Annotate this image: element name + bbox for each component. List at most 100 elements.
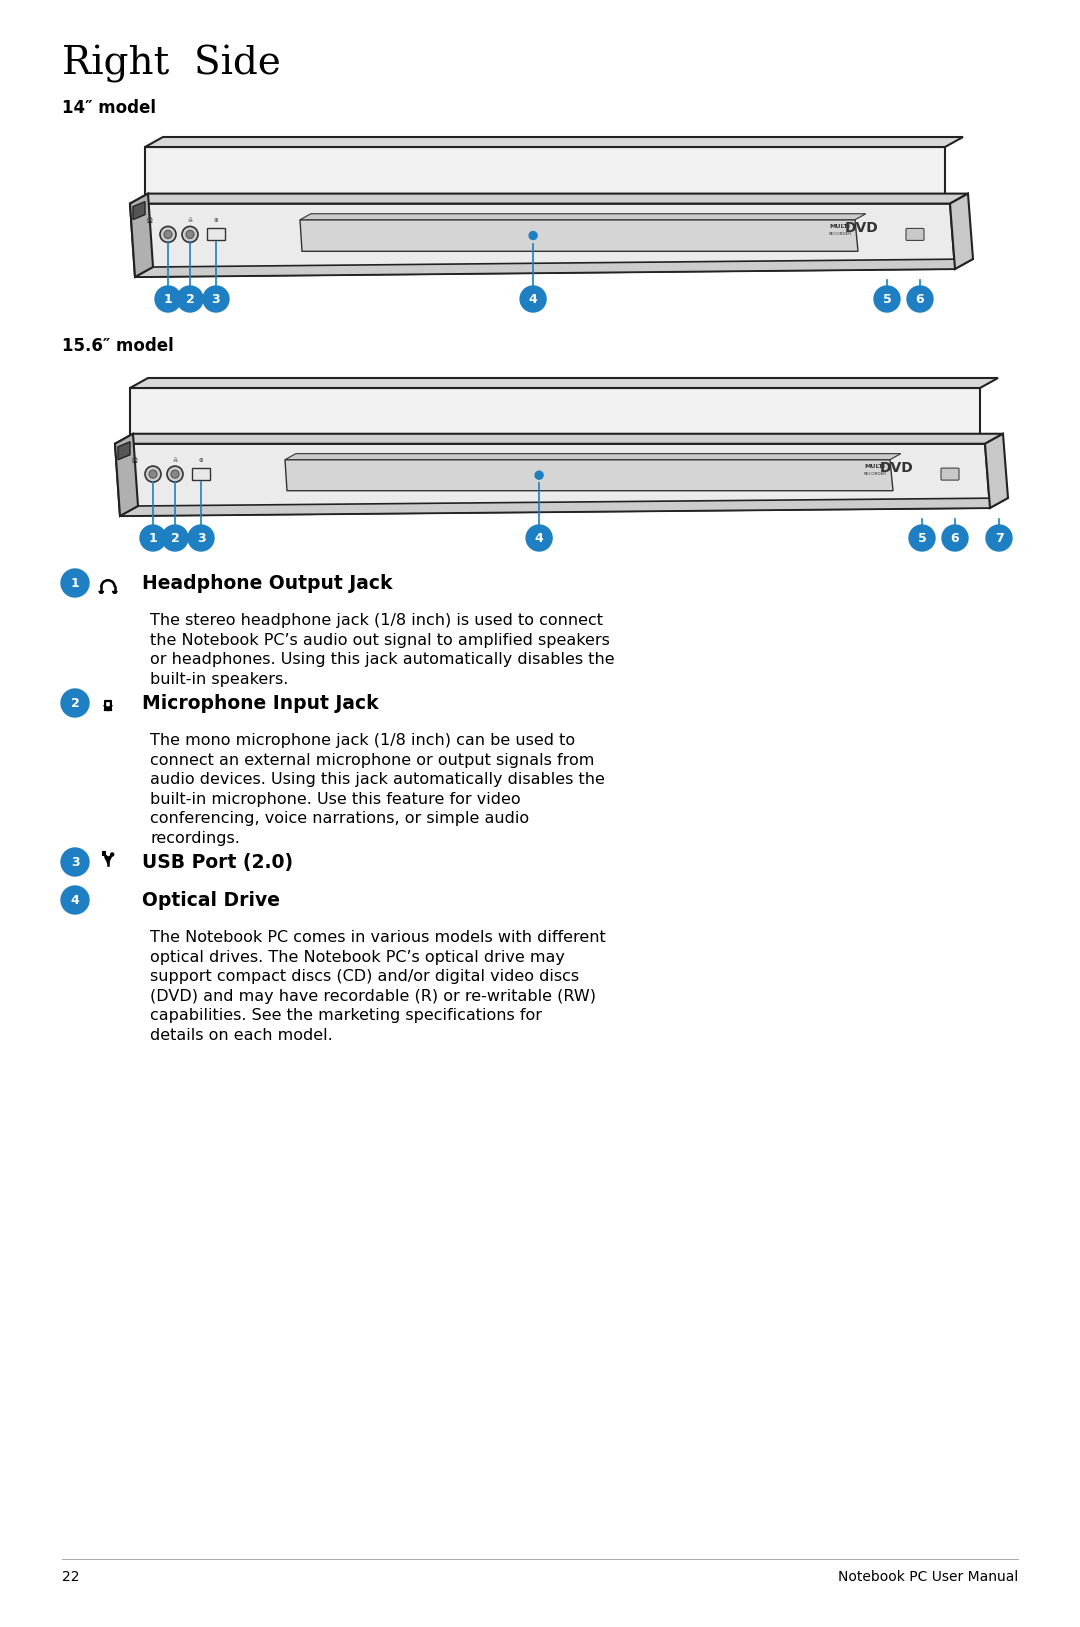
Text: 15.6″ model: 15.6″ model — [62, 337, 174, 355]
Text: details on each model.: details on each model. — [150, 1028, 333, 1043]
Text: 3: 3 — [212, 293, 220, 306]
Circle shape — [874, 286, 900, 312]
Text: 4: 4 — [70, 893, 79, 906]
FancyBboxPatch shape — [941, 469, 959, 480]
Bar — [207, 228, 225, 241]
Text: 1: 1 — [164, 293, 173, 306]
Text: Ω: Ω — [147, 216, 153, 225]
Text: built-in microphone. Use this feature for video: built-in microphone. Use this feature fo… — [150, 791, 521, 807]
Text: 7: 7 — [995, 532, 1003, 545]
Polygon shape — [130, 194, 153, 277]
Polygon shape — [145, 137, 963, 146]
Polygon shape — [130, 203, 955, 277]
Polygon shape — [118, 443, 130, 460]
FancyBboxPatch shape — [906, 228, 924, 241]
Polygon shape — [120, 498, 1008, 516]
Text: Optical Drive: Optical Drive — [141, 890, 280, 909]
Polygon shape — [114, 434, 138, 516]
Text: 5: 5 — [882, 293, 891, 306]
Polygon shape — [300, 220, 858, 251]
Text: the Notebook PC’s audio out signal to amplified speakers: the Notebook PC’s audio out signal to am… — [150, 633, 610, 648]
Polygon shape — [985, 434, 1008, 508]
Polygon shape — [130, 377, 998, 387]
Circle shape — [160, 226, 176, 242]
Circle shape — [60, 688, 89, 718]
Text: Headphone Output Jack: Headphone Output Jack — [141, 573, 392, 592]
Text: 2: 2 — [171, 532, 179, 545]
Circle shape — [177, 286, 203, 312]
Text: 6: 6 — [950, 532, 959, 545]
Text: MULTI: MULTI — [829, 225, 851, 229]
Circle shape — [167, 465, 183, 482]
Text: ⊕: ⊕ — [214, 218, 218, 223]
Polygon shape — [285, 460, 893, 491]
Text: ☠: ☠ — [188, 218, 192, 223]
Text: capabilities. See the marketing specifications for: capabilities. See the marketing specific… — [150, 1009, 542, 1023]
Text: 1: 1 — [149, 532, 158, 545]
Text: 6: 6 — [916, 293, 924, 306]
Circle shape — [140, 526, 166, 552]
Text: or headphones. Using this jack automatically disables the: or headphones. Using this jack automatic… — [150, 652, 615, 667]
Circle shape — [183, 226, 198, 242]
Text: Microphone Input Jack: Microphone Input Jack — [141, 693, 379, 713]
Text: recordings.: recordings. — [150, 830, 240, 846]
Text: USB Port (2.0): USB Port (2.0) — [141, 853, 293, 872]
Circle shape — [907, 286, 933, 312]
Text: DVD: DVD — [880, 460, 914, 475]
Polygon shape — [145, 146, 945, 202]
Circle shape — [188, 526, 214, 552]
Text: 4: 4 — [535, 532, 543, 545]
Circle shape — [164, 231, 172, 239]
Text: The mono microphone jack (1/8 inch) can be used to: The mono microphone jack (1/8 inch) can … — [150, 734, 576, 748]
Circle shape — [186, 231, 194, 239]
Text: built-in speakers.: built-in speakers. — [150, 672, 288, 687]
Circle shape — [986, 526, 1012, 552]
Polygon shape — [130, 387, 980, 443]
Text: 3: 3 — [197, 532, 205, 545]
Text: 5: 5 — [918, 532, 927, 545]
Text: 2: 2 — [186, 293, 194, 306]
Text: Ω: Ω — [132, 456, 138, 465]
Text: 14″ model: 14″ model — [62, 99, 156, 117]
Text: The stereo headphone jack (1/8 inch) is used to connect: The stereo headphone jack (1/8 inch) is … — [150, 613, 603, 628]
Text: 1: 1 — [70, 576, 79, 589]
Text: The Notebook PC comes in various models with different: The Notebook PC comes in various models … — [150, 931, 606, 945]
Circle shape — [60, 569, 89, 597]
Polygon shape — [114, 444, 990, 516]
Text: (DVD) and may have recordable (R) or re-writable (RW): (DVD) and may have recordable (R) or re-… — [150, 989, 596, 1004]
Text: audio devices. Using this jack automatically disables the: audio devices. Using this jack automatic… — [150, 771, 605, 787]
Circle shape — [909, 526, 935, 552]
Circle shape — [526, 526, 552, 552]
Circle shape — [942, 526, 968, 552]
Circle shape — [156, 286, 181, 312]
Text: Right  Side: Right Side — [62, 46, 281, 83]
Text: 22: 22 — [62, 1570, 80, 1585]
Text: RECORDER: RECORDER — [863, 472, 887, 477]
Circle shape — [145, 465, 161, 482]
Text: RECORDER: RECORDER — [828, 233, 851, 236]
Polygon shape — [133, 202, 145, 220]
Polygon shape — [114, 434, 1003, 444]
Circle shape — [60, 848, 89, 875]
Text: ⊕: ⊕ — [199, 457, 203, 462]
Circle shape — [162, 526, 188, 552]
Circle shape — [149, 470, 157, 478]
Circle shape — [203, 286, 229, 312]
Text: DVD: DVD — [846, 221, 879, 236]
Circle shape — [60, 887, 89, 914]
Text: conferencing, voice narrations, or simple audio: conferencing, voice narrations, or simpl… — [150, 810, 529, 827]
Bar — [103, 853, 105, 854]
Text: 2: 2 — [70, 696, 79, 709]
Text: ☠: ☠ — [173, 457, 177, 462]
Text: 4: 4 — [529, 293, 538, 306]
Polygon shape — [300, 213, 866, 220]
Bar — [192, 469, 210, 480]
Text: 3: 3 — [70, 856, 79, 869]
Circle shape — [535, 472, 543, 480]
Polygon shape — [285, 454, 901, 460]
Polygon shape — [950, 194, 973, 268]
Text: optical drives. The Notebook PC’s optical drive may: optical drives. The Notebook PC’s optica… — [150, 950, 565, 965]
Text: Notebook PC User Manual: Notebook PC User Manual — [838, 1570, 1018, 1585]
Text: support compact discs (CD) and/or digital video discs: support compact discs (CD) and/or digita… — [150, 970, 579, 984]
Text: connect an external microphone or output signals from: connect an external microphone or output… — [150, 753, 594, 768]
